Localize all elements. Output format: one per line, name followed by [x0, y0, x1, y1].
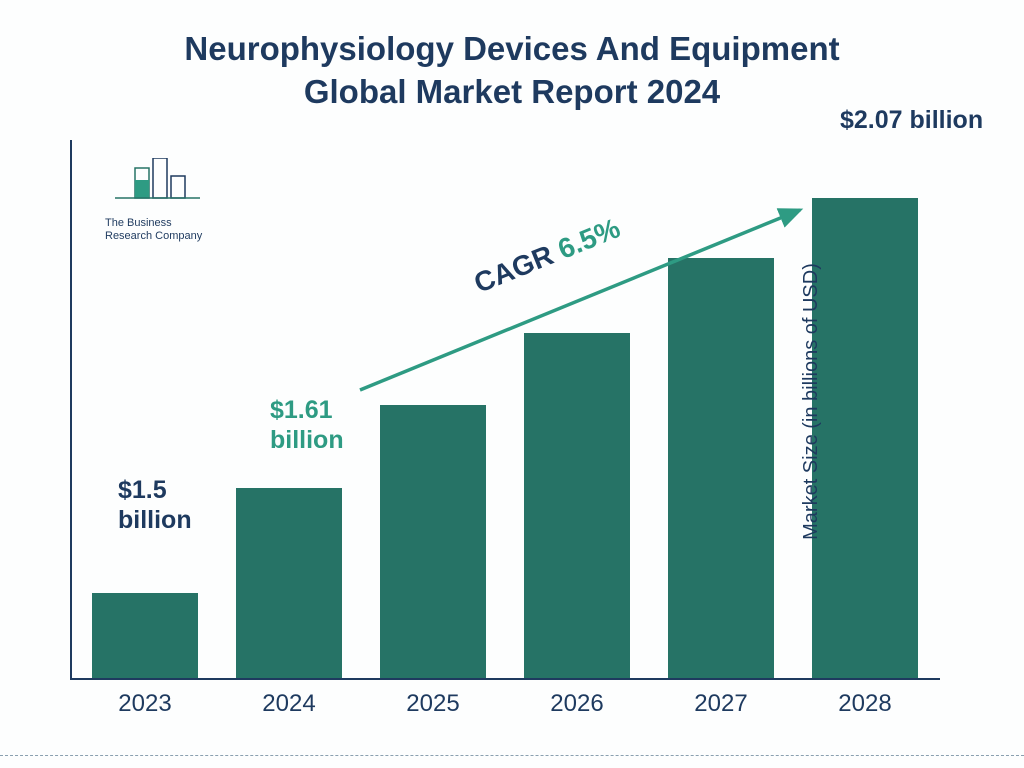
- bar-2025: [380, 405, 486, 678]
- cagr-label: CAGR: [470, 239, 558, 299]
- bar-2028: [812, 198, 918, 678]
- x-label-2025: 2025: [380, 690, 486, 718]
- cagr-value: 6.5%: [553, 212, 624, 265]
- x-axis-line: [70, 678, 940, 680]
- chart-title: Neurophysiology Devices And Equipment Gl…: [0, 28, 1024, 114]
- bar-2024: [236, 488, 342, 678]
- y-axis-label: Market Size (in billions of USD): [800, 263, 823, 540]
- value-label-2028: $2.07 billion: [840, 105, 983, 135]
- footer-divider: [0, 755, 1024, 756]
- value-label-2023: $1.5 billion $1.5billion: [118, 475, 192, 535]
- x-label-2027: 2027: [668, 690, 774, 718]
- x-label-2024: 2024: [236, 690, 342, 718]
- x-label-2023: 2023: [92, 690, 198, 718]
- x-label-2028: 2028: [812, 690, 918, 718]
- x-label-2026: 2026: [524, 690, 630, 718]
- cagr-annotation: CAGR6.5%: [470, 212, 625, 299]
- title-line-2: Global Market Report 2024: [304, 73, 720, 110]
- title-line-1: Neurophysiology Devices And Equipment: [184, 30, 839, 67]
- bar-2027: [668, 258, 774, 678]
- value-label-2024: $1.61billion: [270, 395, 344, 455]
- bar-chart: 202320242025202620272028 $1.5 billion $1…: [70, 140, 940, 680]
- bar-2026: [524, 333, 630, 678]
- bar-2023: [92, 593, 198, 678]
- y-axis-line: [70, 140, 72, 680]
